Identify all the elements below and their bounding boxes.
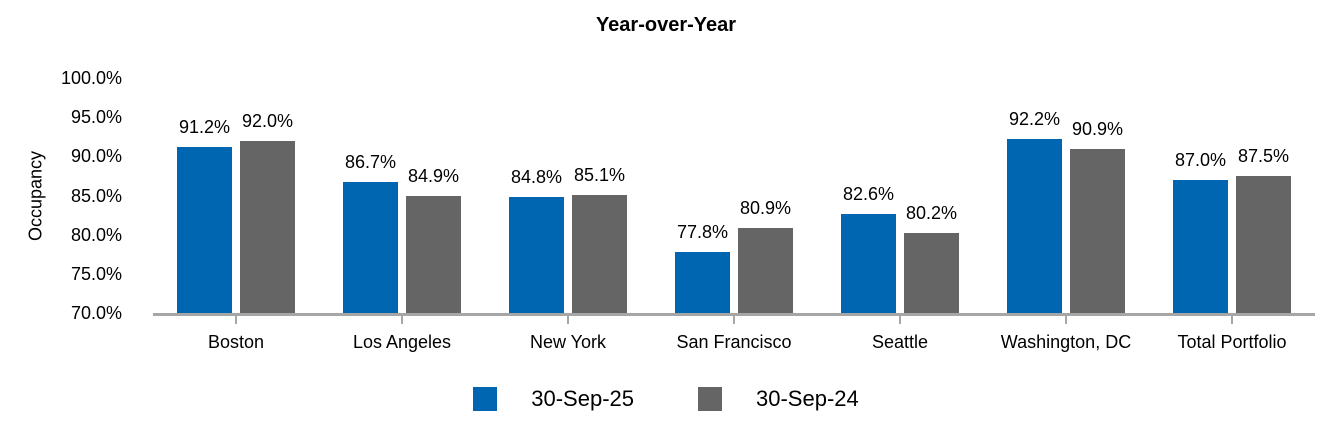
y-tick-label: 75.0% — [70, 263, 122, 284]
x-axis-line — [153, 313, 1315, 316]
bar-30-Sep-24 — [1070, 149, 1125, 313]
value-label: 80.2% — [905, 203, 958, 224]
category-label: New York — [529, 332, 607, 352]
chart-title: Year-over-Year — [595, 14, 737, 36]
legend-swatch — [698, 387, 722, 411]
x-axis-tick — [401, 316, 403, 324]
value-label: 87.5% — [1237, 145, 1290, 166]
value-label: 84.8% — [510, 167, 563, 188]
legend: 30-Sep-25 30-Sep-24 — [0, 386, 1332, 412]
value-label: 85.1% — [573, 164, 626, 185]
x-axis-tick — [235, 316, 237, 324]
category-label: Seattle — [871, 332, 929, 352]
value-label: 90.9% — [1071, 119, 1124, 140]
bar-30-Sep-24 — [572, 194, 627, 313]
x-axis-tick — [733, 316, 735, 324]
value-label: 77.8% — [676, 221, 729, 242]
bar-30-Sep-24 — [1236, 175, 1291, 313]
y-tick-label: 90.0% — [70, 146, 122, 167]
category-label: Washington, DC — [1000, 332, 1132, 352]
bar-30-Sep-25 — [841, 214, 896, 313]
y-tick-label: 80.0% — [70, 224, 122, 245]
value-label: 91.2% — [178, 116, 231, 137]
bar-30-Sep-25 — [343, 182, 398, 313]
y-tick-label: 70.0% — [70, 303, 122, 323]
category-label: San Francisco — [676, 332, 792, 352]
value-label: 92.2% — [1008, 109, 1061, 130]
legend-swatch — [473, 387, 498, 411]
x-axis-tick — [567, 316, 569, 324]
x-axis-tick — [1065, 316, 1067, 324]
bar-30-Sep-24 — [904, 233, 959, 313]
bar-30-Sep-24 — [406, 196, 461, 313]
legend-label: 30-Sep-24 — [756, 386, 859, 411]
bar-30-Sep-24 — [738, 227, 793, 313]
category-label: Los Angeles — [352, 332, 452, 352]
y-tick-label: 85.0% — [70, 185, 122, 206]
bar-30-Sep-25 — [1173, 179, 1228, 313]
plot-area: 91.2% 92.0% 86.7% 84.9% 84.8% 85.1% 77.8% 80.9%… — [153, 78, 1315, 313]
value-label: 87.0% — [1174, 149, 1227, 170]
bar-30-Sep-25 — [675, 251, 730, 313]
category-label: Boston — [207, 332, 265, 352]
y-axis-tick-labels: 100.0% 95.0% 90.0% 85.0% 80.0% 75.0% 70.0% — [40, 0, 122, 440]
legend-item: 30-Sep-25 — [473, 386, 634, 412]
y-tick-label: 100.0% — [60, 68, 122, 88]
x-axis-tick — [1231, 316, 1233, 324]
bar-30-Sep-25 — [509, 197, 564, 313]
bar-30-Sep-24 — [240, 140, 295, 313]
y-tick-label: 95.0% — [70, 107, 122, 128]
legend-item: 30-Sep-24 — [698, 386, 859, 412]
value-label: 86.7% — [344, 152, 397, 173]
category-label: Total Portfolio — [1177, 332, 1287, 352]
value-label: 84.9% — [407, 166, 460, 187]
value-label: 80.9% — [739, 197, 792, 218]
x-axis-tick — [899, 316, 901, 324]
value-label: 92.0% — [241, 110, 294, 131]
legend-label: 30-Sep-25 — [531, 386, 634, 411]
value-label: 82.6% — [842, 184, 895, 205]
bar-30-Sep-25 — [1007, 139, 1062, 313]
bar-30-Sep-25 — [177, 146, 232, 313]
